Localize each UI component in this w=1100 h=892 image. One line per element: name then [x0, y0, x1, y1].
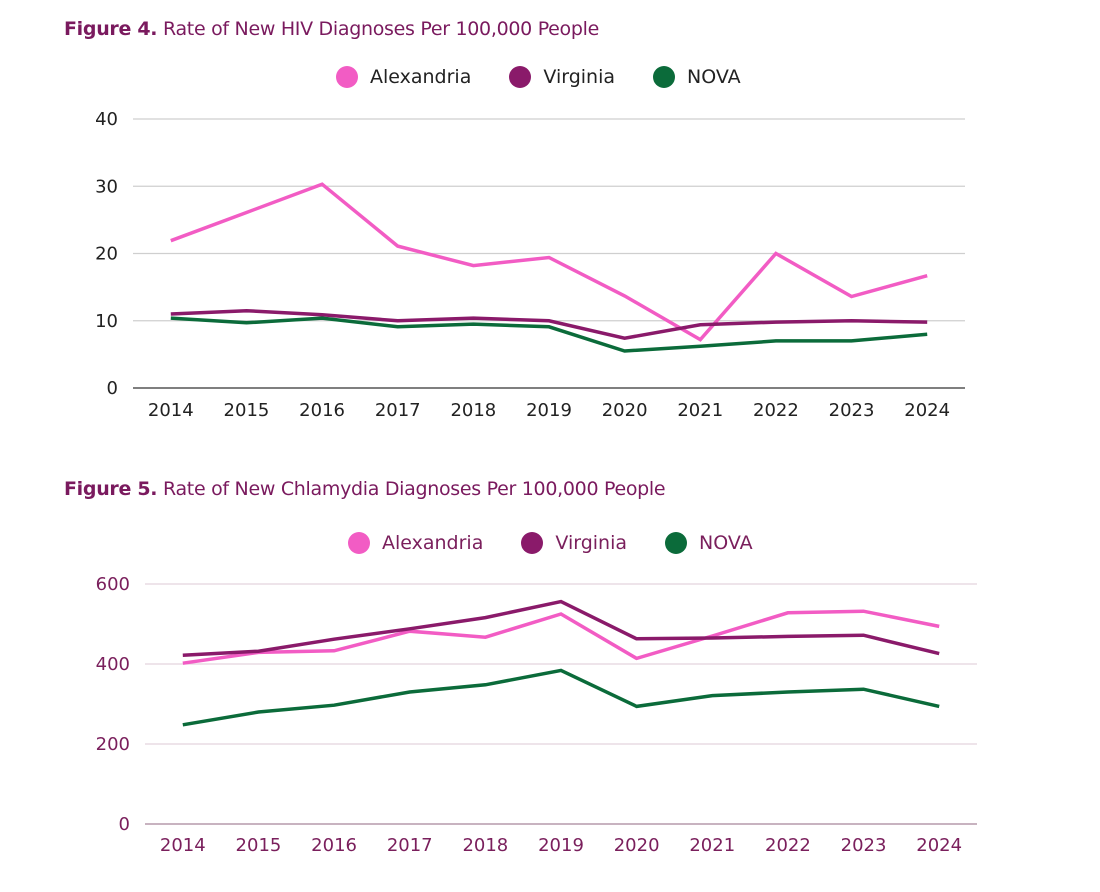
legend-item-virginia: Virginia	[509, 66, 615, 88]
x-tick-label: 2015	[224, 400, 270, 421]
figure-4-title: Figure 4. Rate of New HIV Diagnoses Per …	[64, 18, 599, 40]
x-tick-label: 2024	[916, 835, 962, 856]
figure-5-number: Figure 5.	[64, 478, 158, 500]
series-line-virginia	[170, 308, 928, 340]
legend-label: Virginia	[555, 532, 627, 554]
y-tick-label: 0	[119, 814, 130, 835]
legend-marker-icon	[665, 532, 687, 554]
figure-4-number: Figure 4.	[64, 18, 158, 40]
legend-label: NOVA	[699, 532, 753, 554]
x-tick-label: 2014	[148, 400, 194, 421]
legend-marker-icon	[653, 66, 675, 88]
y-tick-label: 30	[95, 176, 118, 197]
x-tick-label: 2021	[677, 400, 723, 421]
legend-item-nova: NOVA	[665, 532, 753, 554]
figure-5-legend: Alexandria Virginia NOVA	[348, 532, 753, 554]
x-tick-label: 2023	[841, 835, 887, 856]
x-tick-label: 2018	[462, 835, 508, 856]
y-tick-label: 20	[95, 244, 118, 265]
figure-4-legend: Alexandria Virginia NOVA	[336, 66, 741, 88]
legend-label: Alexandria	[382, 532, 484, 554]
x-tick-label: 2016	[311, 835, 357, 856]
x-tick-label: 2017	[387, 835, 433, 856]
y-tick-label: 10	[95, 311, 118, 332]
x-tick-label: 2015	[236, 835, 282, 856]
x-tick-label: 2024	[904, 400, 950, 421]
legend-marker-icon	[336, 66, 358, 88]
series-line-nova	[170, 316, 928, 353]
series-line-virginia	[182, 599, 940, 657]
legend-label: Alexandria	[370, 66, 472, 88]
legend-item-alexandria: Alexandria	[348, 532, 483, 554]
legend-label: Virginia	[543, 66, 615, 88]
series-line-alexandria	[170, 182, 928, 342]
legend-item-nova: NOVA	[653, 66, 741, 88]
x-tick-label: 2019	[526, 400, 572, 421]
figure-5-title: Figure 5. Rate of New Chlamydia Diagnose…	[64, 478, 666, 500]
x-tick-label: 2023	[829, 400, 875, 421]
legend-marker-icon	[348, 532, 370, 554]
figure-4-title-text: Rate of New HIV Diagnoses Per 100,000 Pe…	[162, 18, 600, 40]
y-tick-label: 600	[96, 574, 130, 595]
x-tick-label: 2020	[614, 835, 660, 856]
x-tick-label: 2022	[753, 400, 799, 421]
x-tick-label: 2014	[160, 835, 206, 856]
y-tick-label: 400	[96, 654, 130, 675]
series-line-nova	[182, 668, 940, 727]
x-tick-label: 2021	[689, 835, 735, 856]
legend-item-alexandria: Alexandria	[336, 66, 471, 88]
x-tick-label: 2020	[602, 400, 648, 421]
figure-5-title-text: Rate of New Chlamydia Diagnoses Per 100,…	[162, 478, 666, 500]
y-tick-label: 200	[96, 734, 130, 755]
y-tick-label: 0	[107, 378, 118, 399]
legend-item-virginia: Virginia	[521, 532, 627, 554]
series-line-alexandria	[182, 609, 940, 665]
legend-marker-icon	[509, 66, 532, 88]
figure-4-chart: 0 10 20 30 40 2014 2015 2016 2017 2018 2019 2020 202…	[95, 109, 965, 421]
legend-marker-icon	[521, 532, 544, 554]
x-tick-label: 2016	[299, 400, 345, 421]
x-tick-label: 2018	[450, 400, 496, 421]
legend-label: NOVA	[687, 66, 741, 88]
y-tick-label: 40	[95, 109, 118, 130]
x-tick-label: 2022	[765, 835, 811, 856]
x-tick-label: 2019	[538, 835, 584, 856]
x-tick-label: 2017	[375, 400, 421, 421]
